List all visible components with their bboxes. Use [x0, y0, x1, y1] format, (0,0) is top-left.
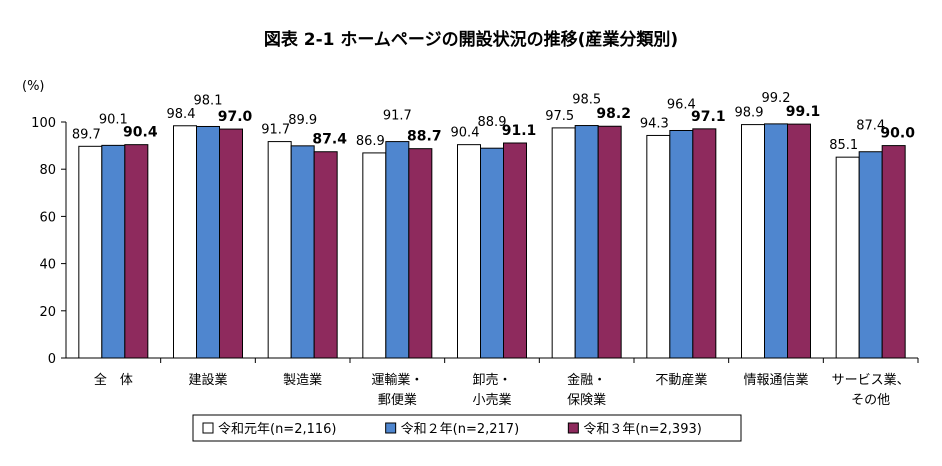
- data-label: 86.9: [356, 134, 385, 149]
- data-label: 97.0: [218, 109, 253, 125]
- data-label: 98.9: [735, 106, 764, 121]
- data-label: 90.0: [880, 126, 915, 142]
- bar: [741, 124, 765, 359]
- data-label: 96.4: [667, 97, 696, 112]
- bar: [646, 134, 671, 359]
- category-label: 建設業: [188, 372, 227, 388]
- bar: [858, 151, 883, 359]
- bar: [362, 152, 387, 359]
- bar: [408, 148, 433, 359]
- bar: [480, 147, 504, 359]
- category-label: 不動産業: [655, 372, 707, 388]
- y-unit-label: (%): [22, 79, 45, 94]
- data-label: 85.1: [829, 138, 858, 153]
- data-label: 97.5: [545, 109, 574, 124]
- data-label: 98.5: [572, 93, 601, 108]
- data-label: 87.4: [312, 132, 347, 148]
- bar: [669, 129, 694, 359]
- data-label: 91.7: [383, 109, 412, 124]
- bar: [173, 125, 197, 359]
- bar: [219, 128, 243, 359]
- bar: [551, 127, 576, 359]
- y-tick-label: 20: [39, 305, 56, 320]
- bar: [503, 142, 527, 359]
- bar: [290, 145, 315, 359]
- bar: [196, 125, 220, 359]
- y-tick-label: 0: [48, 352, 56, 367]
- bar: [881, 145, 906, 359]
- legend-swatch: [385, 422, 397, 434]
- legend: 令和元年(n=2,116) 令和２年(n=2,217) 令和３年(n=2,393): [192, 414, 742, 442]
- category-label: その他: [851, 393, 890, 408]
- legend-label: 令和２年(n=2,217): [401, 422, 519, 437]
- data-label: 89.9: [288, 113, 317, 128]
- bar: [78, 145, 103, 359]
- data-label: 98.2: [596, 106, 631, 122]
- category-label: サービス業、: [832, 372, 910, 388]
- x-axis-categories: 全 体 建設業 製造業 運輸業・郵便業 卸売・小売業 金融・保険業 不動産業 情報通信業 サービ…: [94, 358, 919, 408]
- bar: [385, 141, 410, 359]
- y-tick-label: 60: [39, 210, 56, 225]
- category-label: 郵便業: [378, 392, 417, 408]
- data-label: 87.4: [856, 119, 885, 134]
- data-labels: 89.790.190.498.498.197.091.789.987.4 86.9…: [72, 91, 915, 153]
- bar: [267, 141, 292, 359]
- legend-swatch: [202, 422, 214, 434]
- chart-title: 図表 2-1 ホームページの開設状況の推移(産業分類別): [264, 29, 678, 50]
- category-label: 情報通信業: [743, 372, 808, 388]
- bar: [457, 144, 481, 359]
- legend-label: 令和３年(n=2,393): [583, 422, 702, 437]
- data-label: 94.3: [640, 116, 669, 131]
- bar: [787, 123, 811, 359]
- data-label: 90.4: [123, 125, 158, 141]
- data-label: 89.7: [72, 127, 101, 142]
- data-label: 88.9: [478, 115, 507, 130]
- category-label: 製造業: [283, 372, 322, 388]
- bar: [692, 128, 717, 359]
- category-label: 卸売・: [472, 372, 511, 388]
- data-label: 91.1: [502, 123, 537, 139]
- data-label: 90.1: [99, 112, 128, 127]
- legend-label: 令和元年(n=2,116): [218, 422, 337, 437]
- data-label: 98.4: [167, 107, 196, 122]
- bar: [835, 156, 860, 359]
- category-label: 保険業: [567, 392, 606, 408]
- bar: [101, 144, 126, 359]
- y-tick-label: 100: [31, 116, 56, 131]
- data-label: 99.2: [762, 91, 791, 106]
- data-label: 91.7: [261, 123, 290, 138]
- bars: [78, 123, 906, 359]
- data-label: 90.4: [451, 126, 480, 141]
- bar: [124, 144, 149, 359]
- bar: [574, 125, 599, 359]
- bar: [313, 151, 338, 359]
- data-label: 88.7: [407, 129, 442, 145]
- category-label: 小売業: [472, 392, 511, 408]
- data-label: 98.1: [194, 93, 223, 108]
- category-label: 運輸業・: [371, 372, 423, 388]
- data-label: 99.1: [786, 104, 821, 120]
- legend-box: [192, 414, 742, 442]
- category-label: 金融・: [567, 372, 606, 388]
- y-tick-label: 80: [39, 163, 56, 178]
- bar: [764, 123, 788, 359]
- data-label: 97.1: [691, 109, 726, 125]
- y-tick-label: 40: [39, 258, 56, 273]
- category-label: 全 体: [94, 372, 133, 388]
- bar: [597, 125, 622, 359]
- legend-swatch: [567, 422, 579, 434]
